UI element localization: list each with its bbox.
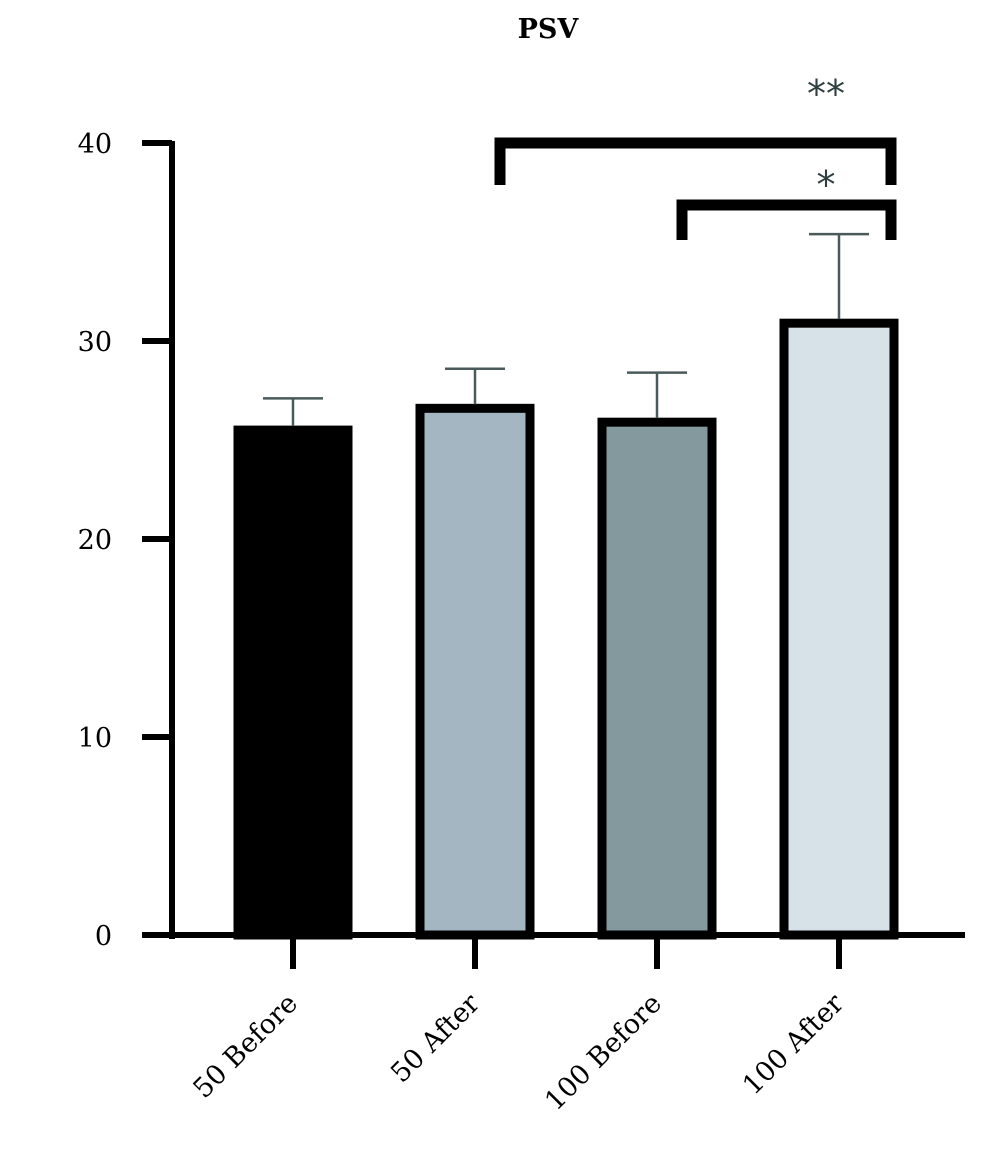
chart-title: PSV — [518, 14, 580, 45]
bar-100-after — [779, 318, 899, 940]
y-tick-label-10: 10 — [78, 723, 112, 754]
y-tick-label-30: 30 — [78, 327, 112, 358]
bar-50-before — [233, 425, 353, 940]
bar-100-before — [597, 417, 717, 940]
error-bars — [263, 232, 869, 427]
significance-label-1: * — [817, 163, 836, 207]
axes — [142, 140, 965, 969]
significance-bracket-1 — [676, 199, 897, 240]
x-tick-label-50-after: 50 After — [385, 988, 486, 1089]
x-tick-label-100-after: 100 After — [737, 988, 850, 1101]
significance-label-2: ** — [807, 72, 845, 116]
significance-bracket-2 — [494, 137, 897, 185]
y-tick-label-0: 0 — [95, 921, 112, 952]
y-tick-label-40: 40 — [78, 129, 112, 160]
y-tick-label-20: 20 — [78, 525, 112, 556]
significance-brackets: *** — [494, 72, 897, 240]
bars — [233, 318, 899, 940]
x-tick-label-50-before: 50 Before — [187, 988, 304, 1105]
x-tick-label-100-before: 100 Before — [539, 988, 668, 1117]
bar-50-after — [415, 403, 535, 940]
